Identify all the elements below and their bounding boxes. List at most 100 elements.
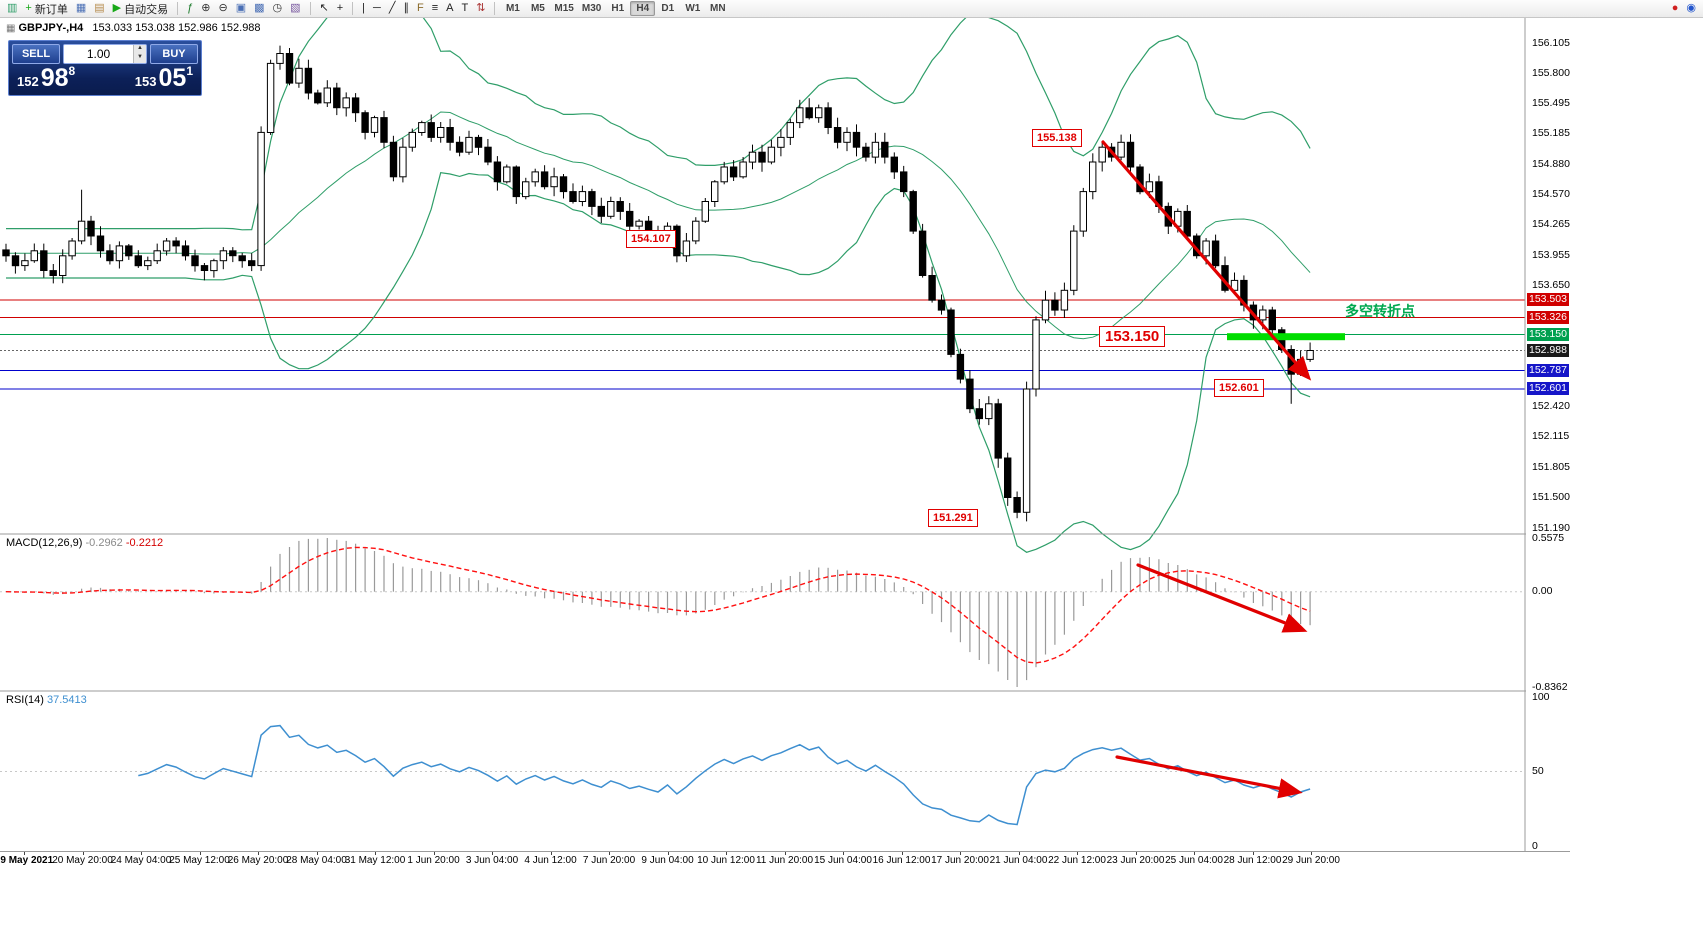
alert-icon[interactable]: ● (1671, 2, 1679, 14)
time-tick (901, 852, 903, 855)
cursor-icon[interactable]: ↖ (319, 2, 329, 14)
rsi-axis-label: 50 (1532, 765, 1544, 777)
time-label: 16 Jun 12:00 (872, 855, 931, 866)
macd-value-main: -0.2962 (85, 537, 123, 549)
charts-menu-icon[interactable]: ▥ (7, 2, 18, 14)
tile-windows-icon[interactable]: ▣ (235, 2, 247, 14)
timeframe-h4[interactable]: H4 (630, 1, 656, 16)
time-tick (82, 852, 84, 855)
buy-button[interactable]: BUY (150, 44, 198, 64)
ohlc-values: 153.033 153.038 152.986 152.988 (92, 22, 261, 34)
time-label: 31 May 12:00 (344, 855, 406, 866)
sell-price: 152988 (17, 64, 76, 92)
macd-axis-label: 0.5575 (1532, 531, 1565, 544)
vertical-line-icon[interactable]: | (362, 2, 366, 14)
trend-arrow[interactable] (1101, 140, 1312, 381)
time-label: 4 Jun 12:00 (524, 855, 577, 866)
volume-up-icon[interactable]: ▲ (134, 45, 146, 54)
timeframe-mn[interactable]: MN (710, 3, 726, 14)
rsi-axis-label: 0 (1532, 839, 1538, 852)
timeframe-h1[interactable]: H1 (611, 3, 625, 14)
text-icon[interactable]: A (446, 2, 454, 14)
timeframe-w1[interactable]: W1 (685, 3, 701, 14)
chart-icon: ▦ (6, 23, 16, 34)
macd-name: MACD(12,26,9) (6, 537, 83, 549)
time-tick (1077, 852, 1078, 855)
label-icon[interactable]: T (461, 2, 469, 14)
price-tick-label: 155.495 (1532, 96, 1570, 109)
navigator-icon[interactable]: ▤ (94, 2, 105, 14)
time-tick (375, 852, 376, 855)
chart-window-icon[interactable]: ▦ (75, 2, 87, 14)
price-tick-label: 153.650 (1532, 278, 1570, 291)
timeframe-m15[interactable]: M15 (554, 3, 574, 14)
horizontal-lines-layer[interactable] (0, 299, 1525, 390)
time-tick (1018, 852, 1020, 855)
price-tick-label: 151.500 (1532, 491, 1570, 503)
autotrading-button[interactable]: ▶ 自动交易 (112, 2, 169, 16)
channel-icon[interactable]: ∥ (403, 2, 409, 14)
price-badge: 153.326 (1527, 310, 1569, 324)
time-tick (316, 852, 318, 855)
toolbar-separator (177, 2, 179, 15)
chart-note[interactable]: 多空转折点 (1345, 303, 1415, 319)
price-tick-label: 152.420 (1532, 400, 1570, 413)
macd-value-signal: -0.2212 (125, 537, 164, 549)
time-tick (1194, 852, 1195, 855)
timeframe-d1[interactable]: D1 (661, 3, 675, 14)
volume-stepper[interactable]: ▲ ▼ (63, 44, 147, 64)
chart-canvas[interactable] (0, 18, 1570, 851)
price-tick-label: 151.190 (1532, 521, 1570, 534)
time-tick (609, 852, 610, 855)
horizontal-line-icon[interactable]: ─ (373, 2, 381, 14)
price-tick-label: 156.105 (1532, 36, 1570, 49)
price-tick-label: 154.265 (1532, 218, 1570, 231)
community-icon[interactable]: ◉ (1686, 2, 1696, 14)
one-click-trading-panel: SELL ▲ ▼ BUY 152988 153051 (8, 40, 202, 96)
time-tick (960, 852, 961, 855)
bollinger-bands-layer (6, 18, 1311, 553)
toolbar-separator (494, 2, 496, 15)
price-axis[interactable]: 156.105 155.800 155.495 155.185 154.880 154.5… (1526, 18, 1570, 852)
sell-button[interactable]: SELL (12, 44, 60, 64)
trend-arrow[interactable] (1136, 563, 1308, 633)
candles-layer (2, 45, 1314, 522)
arrows-icon[interactable]: ⇅ (476, 2, 486, 14)
time-label: 1 Jun 20:00 (407, 855, 460, 866)
time-axis[interactable]: 19 May 2021 20 May 20:00 24 May 04:00 25 Ma… (0, 851, 1570, 868)
period-icon[interactable]: ◷ (272, 2, 283, 14)
time-label: 25 May 12:00 (169, 855, 230, 866)
zoom-out-icon[interactable]: ⊖ (218, 2, 228, 14)
drawings-layer[interactable] (1101, 140, 1345, 799)
timeframe-m1[interactable]: M1 (505, 3, 520, 14)
highlight-bar[interactable] (1227, 333, 1345, 341)
timeframe-m30[interactable]: M30 (581, 3, 602, 14)
zoom-in-icon[interactable]: ⊕ (201, 2, 211, 14)
trendline-icon[interactable]: ╱ (388, 2, 396, 14)
time-tick (433, 852, 435, 855)
trend-arrow[interactable] (1115, 755, 1303, 799)
buy-price: 153051 (134, 64, 193, 92)
price-tick-label: 152.115 (1532, 430, 1570, 443)
time-label: 9 Jun 04:00 (641, 855, 694, 866)
crosshair-icon[interactable]: + (336, 2, 344, 14)
new-order-button[interactable]: + 新订单 (25, 2, 68, 16)
timeframe-m5[interactable]: M5 (530, 3, 545, 14)
cascade-windows-icon[interactable]: ▩ (254, 2, 265, 14)
volume-input[interactable] (64, 45, 133, 63)
fibonacci-icon[interactable]: F (416, 2, 424, 14)
templates-icon[interactable]: ▧ (290, 2, 301, 14)
volume-down-icon[interactable]: ▼ (134, 54, 146, 63)
rsi-layer (0, 724, 1525, 826)
indicators-icon[interactable]: ƒ (187, 2, 194, 14)
macd-axis-label: 0.00 (1532, 585, 1553, 598)
macd-label: MACD(12,26,9) -0.2962 -0.2212 (6, 537, 163, 549)
price-badge: 153.150 (1527, 328, 1569, 342)
time-tick (258, 852, 259, 855)
time-tick (726, 852, 727, 855)
rsi-label: RSI(14) 37.5413 (6, 694, 87, 706)
time-label: 25 Jun 04:00 (1165, 855, 1223, 866)
shapes-icon[interactable]: ≡ (431, 2, 439, 14)
price-tick-label: 151.805 (1532, 460, 1570, 473)
